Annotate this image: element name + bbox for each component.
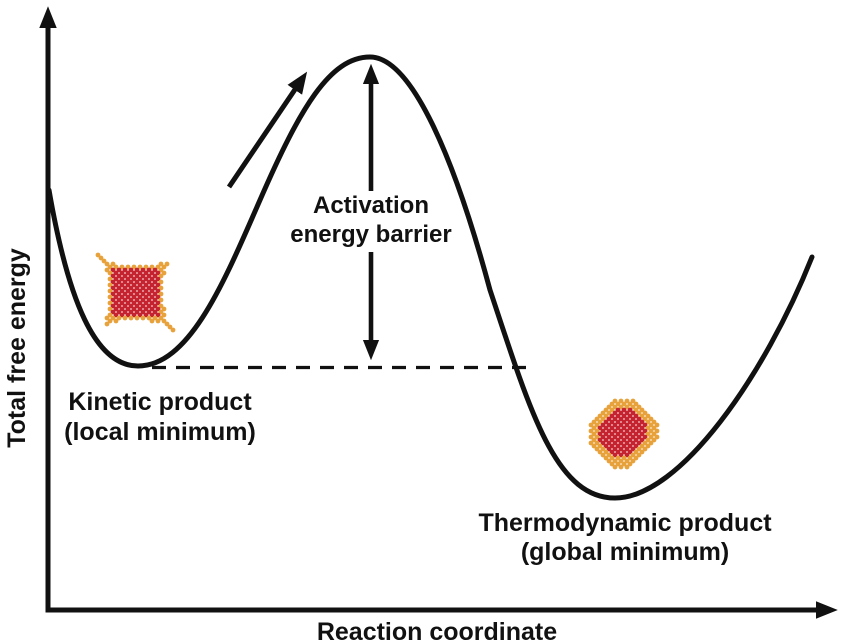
thermodynamic-product-label-line2: (global minimum) <box>521 538 729 566</box>
activation-label-line2: energy barrier <box>290 221 451 248</box>
thermodynamic-octagon-nanocrystal-icon <box>588 398 660 470</box>
thermodynamic-product-label-line1: Thermodynamic product <box>478 509 772 537</box>
y-axis-label: Total free energy <box>3 248 31 448</box>
energy-curve <box>46 54 815 501</box>
x-axis-label: Reaction coordinate <box>317 618 557 642</box>
kinetic-product-label-line1: Kinetic product <box>68 388 252 416</box>
activation-label-line1: Activation <box>313 192 429 219</box>
ascent-arrow-icon <box>226 71 308 189</box>
kinetic-star-nanocrystal-icon <box>95 252 176 333</box>
kinetic-product-label-line2: (local minimum) <box>64 418 256 446</box>
